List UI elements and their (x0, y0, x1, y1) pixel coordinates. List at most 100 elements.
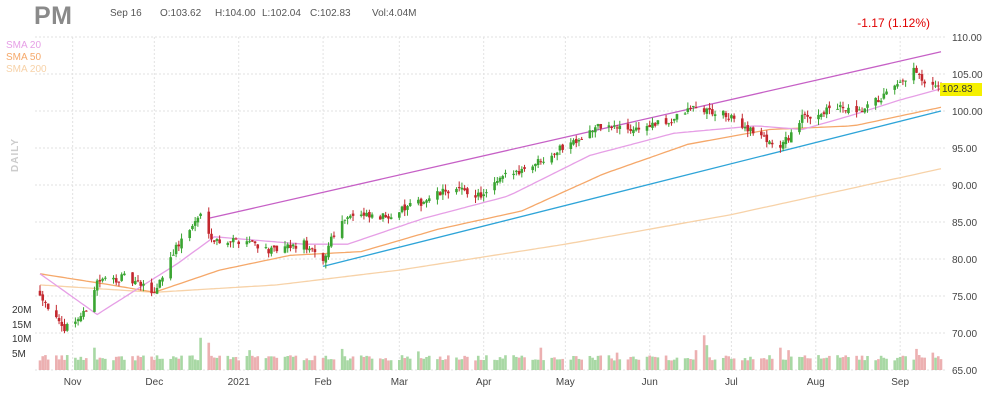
volume-bar (683, 358, 687, 370)
volume-bar (180, 355, 183, 370)
volume-bar (84, 358, 88, 370)
candle-up (730, 115, 733, 119)
legend-sma-50: SMA 50 (6, 52, 42, 63)
candle-down (98, 279, 102, 282)
volume-bar (539, 347, 543, 370)
candle-down (517, 171, 521, 175)
candle-up (569, 142, 573, 150)
candle-up (683, 113, 687, 115)
candle-down (256, 244, 260, 249)
candle-down (901, 80, 905, 82)
candle-down (114, 278, 118, 283)
volume-bar (74, 357, 77, 370)
volume-bar (294, 355, 298, 370)
volume-bar (904, 356, 907, 370)
candle-up (95, 280, 99, 291)
volume-bar (365, 355, 368, 370)
candle-up (817, 114, 820, 120)
candle-down (841, 106, 845, 109)
volume-bar (760, 358, 763, 370)
y-tick-label: 80.00 (952, 255, 977, 266)
x-tick-label: Sep (891, 377, 909, 388)
volume-bar (234, 356, 238, 370)
x-axis: Nov Dec 2021 Feb Mar Apr May Jun Jul Aug Sep (64, 377, 910, 388)
volume-bar (218, 355, 221, 370)
header-date: Sep 16 (110, 8, 142, 19)
candle-up (743, 127, 747, 129)
volume-bar (427, 355, 431, 370)
volume-bar (188, 355, 192, 370)
candle-down (403, 204, 407, 211)
volume-bar (523, 357, 526, 370)
candle-down (294, 245, 298, 249)
volume-bar (596, 355, 600, 370)
candle-down (212, 240, 216, 242)
volume-bar (389, 360, 393, 370)
volume-bar (632, 356, 635, 370)
candle-up (93, 290, 96, 312)
legend-sma-20: SMA 20 (6, 40, 42, 51)
candle-down (387, 216, 390, 219)
candle-up (191, 225, 194, 230)
volume-bar (863, 360, 867, 370)
candle-up (691, 105, 695, 107)
volume-bar (885, 358, 888, 370)
candle-down (136, 280, 140, 282)
volume-bar (270, 356, 273, 370)
candle-down (310, 248, 314, 250)
candle-down (313, 249, 317, 253)
volume-bar (362, 356, 366, 370)
candle-up (283, 246, 287, 253)
volume-bar (302, 360, 306, 370)
volume-bar (648, 355, 652, 370)
volume-bar (607, 355, 611, 370)
candle-down (419, 198, 423, 206)
candle-up (882, 93, 886, 99)
volume-bar (463, 355, 466, 370)
volume-bar (819, 358, 823, 370)
candle-down (251, 240, 254, 242)
candle-up (496, 181, 499, 183)
candle-up (893, 85, 897, 90)
candle-down (787, 137, 790, 141)
candle-up (365, 212, 368, 217)
candle-down (751, 127, 755, 134)
candle-up (286, 244, 290, 249)
volume-bar (104, 358, 107, 370)
candle-down (46, 303, 50, 310)
volume-bar (577, 358, 581, 370)
volume-bar (403, 358, 407, 370)
candle-down (923, 81, 926, 84)
volume-bar (117, 356, 121, 370)
candle-down (131, 272, 134, 284)
candle-down (809, 116, 812, 119)
volume-bar (708, 357, 711, 370)
candle-up (158, 279, 162, 288)
candle-up (874, 97, 877, 106)
volume-bar (286, 356, 290, 370)
volume-bar (425, 356, 428, 370)
volume-bar (114, 356, 118, 370)
x-tick-label: Jul (725, 377, 738, 388)
volume-bar (340, 348, 344, 370)
volume-bar (675, 357, 679, 370)
x-tick-label: Feb (314, 377, 332, 388)
x-tick-label: Apr (476, 377, 492, 388)
volume-bar (291, 356, 295, 370)
volume-bar (191, 355, 194, 370)
volume-bar (441, 359, 445, 370)
candle-down (803, 113, 807, 115)
volume-bar (656, 357, 660, 370)
volume-bar (593, 359, 597, 370)
candle-down (702, 108, 706, 113)
candle-down (599, 124, 603, 129)
volume-bar (705, 345, 709, 370)
volume-bar (406, 356, 409, 370)
volume-bar (387, 360, 390, 370)
candle-up (406, 206, 409, 210)
volume-bar (730, 358, 733, 370)
volume-bar (479, 359, 483, 370)
candle-down (708, 107, 711, 110)
candle-down (746, 125, 750, 132)
volume-bar (400, 355, 404, 370)
